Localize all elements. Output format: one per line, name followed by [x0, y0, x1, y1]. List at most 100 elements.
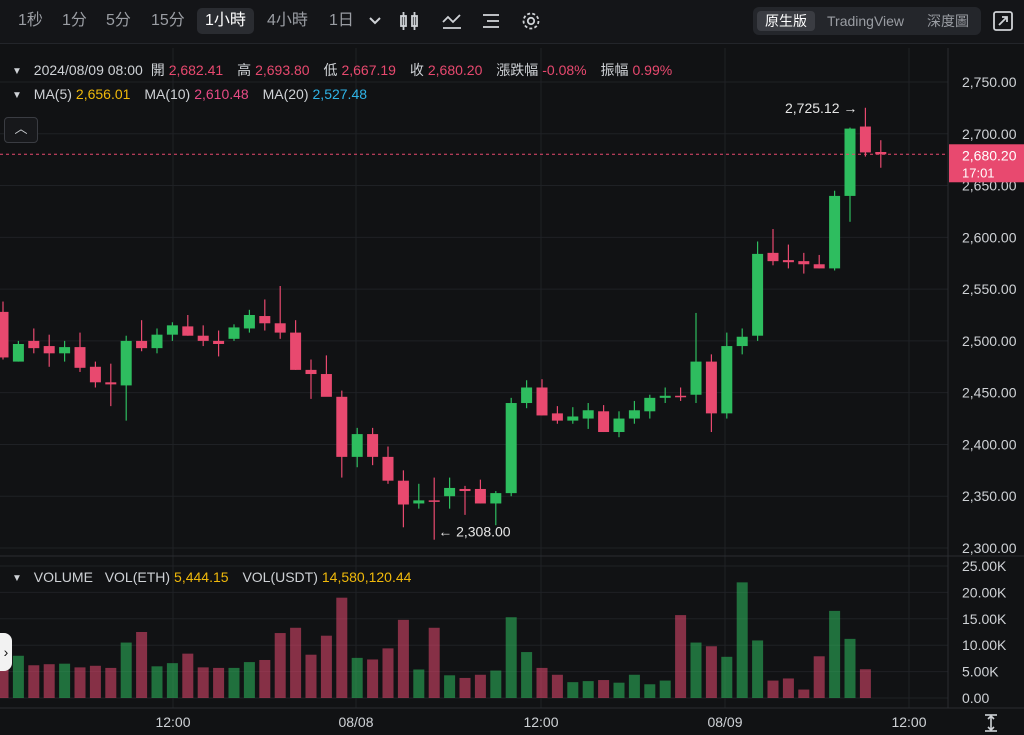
- ma10-label[interactable]: MA(10): [144, 86, 191, 102]
- price-tick-label: 2,400.00: [962, 436, 1017, 452]
- amplitude-label: 振幅: [600, 62, 629, 78]
- volume-bar: [12, 655, 24, 698]
- vol-usdt-label: VOL(USDT): [242, 569, 318, 585]
- candlestick-icon[interactable]: [398, 10, 420, 32]
- candle-body: [798, 261, 810, 265]
- volume-bar: [320, 635, 332, 698]
- volume-axis: 25.00K 20.00K 15.00K 10.00K 5.00K 0.00: [962, 558, 1007, 706]
- candle-body: [213, 340, 225, 344]
- price-tick-label: 2,450.00: [962, 385, 1017, 401]
- ma-legend: ▼ MA(5) 2,656.01 MA(10) 2,610.48 MA(20) 2,5…: [12, 86, 377, 102]
- volume-bar: [182, 653, 194, 698]
- price-tick-label: 2,750.00: [962, 74, 1017, 90]
- volume-bar: [752, 640, 764, 698]
- candle-body: [752, 253, 764, 336]
- timeframe-4h[interactable]: 4小時: [267, 12, 308, 29]
- ma20-label[interactable]: MA(20): [262, 86, 309, 102]
- view-tradingview[interactable]: TradingView: [827, 13, 905, 29]
- collapse-legend-button[interactable]: ︿: [4, 117, 38, 143]
- indicator-icon[interactable]: [441, 10, 463, 32]
- volume-bar: [628, 674, 640, 698]
- volume-bar: [413, 669, 425, 698]
- caret-down-icon[interactable]: ▼: [12, 66, 22, 77]
- caret-down-icon[interactable]: ▼: [12, 90, 22, 101]
- open-label: 開: [150, 62, 165, 78]
- candle-body: [474, 488, 486, 504]
- price-tick-label: 2,550.00: [962, 281, 1017, 297]
- candle-body: [859, 126, 871, 153]
- candle-body: [444, 487, 456, 497]
- candle-body: [675, 395, 687, 398]
- volume-bar: [474, 674, 486, 698]
- vol-eth-value: 5,444.15: [174, 569, 229, 585]
- chart-toolbar: 1秒 1分 5分 15分 1小時 4小時 1日 原生版 TradingView …: [0, 0, 1024, 44]
- candle-body: [598, 411, 610, 433]
- volume-bar: [705, 646, 717, 698]
- volume-bar: [844, 638, 856, 698]
- candle-body: [536, 387, 548, 416]
- low-label: 低: [323, 62, 338, 78]
- volume-bar: [397, 619, 409, 698]
- scale-reset-icon[interactable]: [980, 713, 1002, 733]
- ma5-label[interactable]: MA(5): [33, 86, 72, 102]
- view-depth[interactable]: 深度圖: [927, 13, 969, 29]
- chevron-down-icon[interactable]: [364, 10, 386, 32]
- volume-bar: [382, 648, 394, 698]
- candle-body: [521, 387, 533, 404]
- close-value: 2,680.20: [427, 62, 483, 78]
- price-tick-label: 2,350.00: [962, 488, 1017, 504]
- fullscreen-icon[interactable]: [992, 10, 1014, 32]
- candle-body: [551, 413, 563, 421]
- volume-bar: [536, 667, 548, 698]
- timeframe-5m[interactable]: 5分: [106, 12, 131, 29]
- volume-bar: [28, 665, 40, 698]
- side-panel-handle[interactable]: ›: [0, 633, 12, 671]
- candle-body: [166, 325, 178, 335]
- volume-bar: [59, 663, 71, 698]
- current-price-label: 2,680.20: [962, 147, 1017, 163]
- price-tick-label: 2,700.00: [962, 126, 1017, 142]
- ma5-value: 2,656.01: [75, 86, 131, 102]
- volume-tick-label: 0.00: [962, 690, 989, 706]
- volume-bar: [120, 642, 132, 698]
- timeframe-1s[interactable]: 1秒: [18, 12, 43, 29]
- candle-body: [259, 316, 271, 324]
- candle-body: [782, 260, 794, 263]
- candle-body: [74, 347, 86, 368]
- candle-body: [413, 500, 425, 504]
- volume-bar: [582, 681, 594, 698]
- volume-bar: [213, 667, 225, 698]
- candle-body: [105, 382, 117, 385]
- candle-body: [705, 361, 717, 414]
- view-native[interactable]: 原生版: [757, 11, 815, 31]
- timeframe-1h[interactable]: 1小時: [197, 8, 254, 34]
- candle-body: [382, 456, 394, 481]
- volume-bar: [43, 664, 55, 698]
- amplitude-value: 0.99%: [632, 62, 673, 78]
- volume-bar: [782, 678, 794, 698]
- timeframe-15m[interactable]: 15分: [151, 12, 185, 29]
- volume-bar: [567, 682, 579, 698]
- high-label: 高: [237, 62, 252, 78]
- candle-body: [43, 346, 55, 354]
- candle-body: [505, 403, 517, 494]
- layout-icon[interactable]: [480, 10, 502, 32]
- volume-bar: [105, 667, 117, 698]
- settings-icon[interactable]: [520, 10, 542, 32]
- time-axis: 12:00 08/08 12:00 08/09 12:00: [155, 714, 926, 730]
- candle-body: [290, 332, 302, 370]
- candle-body: [274, 323, 286, 333]
- change-value: -0.08%: [542, 62, 587, 78]
- low-value: 2,667.19: [341, 62, 396, 78]
- volume-tick-label: 10.00K: [962, 637, 1007, 653]
- time-tick-label: 12:00: [155, 714, 190, 730]
- candle-body: [197, 335, 209, 341]
- close-label: 收: [409, 62, 424, 78]
- timeframe-1d[interactable]: 1日: [329, 12, 354, 29]
- timeframe-1m[interactable]: 1分: [62, 12, 87, 29]
- caret-down-icon[interactable]: ▼: [12, 573, 22, 584]
- volume-bar: [459, 677, 471, 698]
- candle-body: [428, 500, 440, 502]
- time-tick-label: 08/08: [338, 714, 373, 730]
